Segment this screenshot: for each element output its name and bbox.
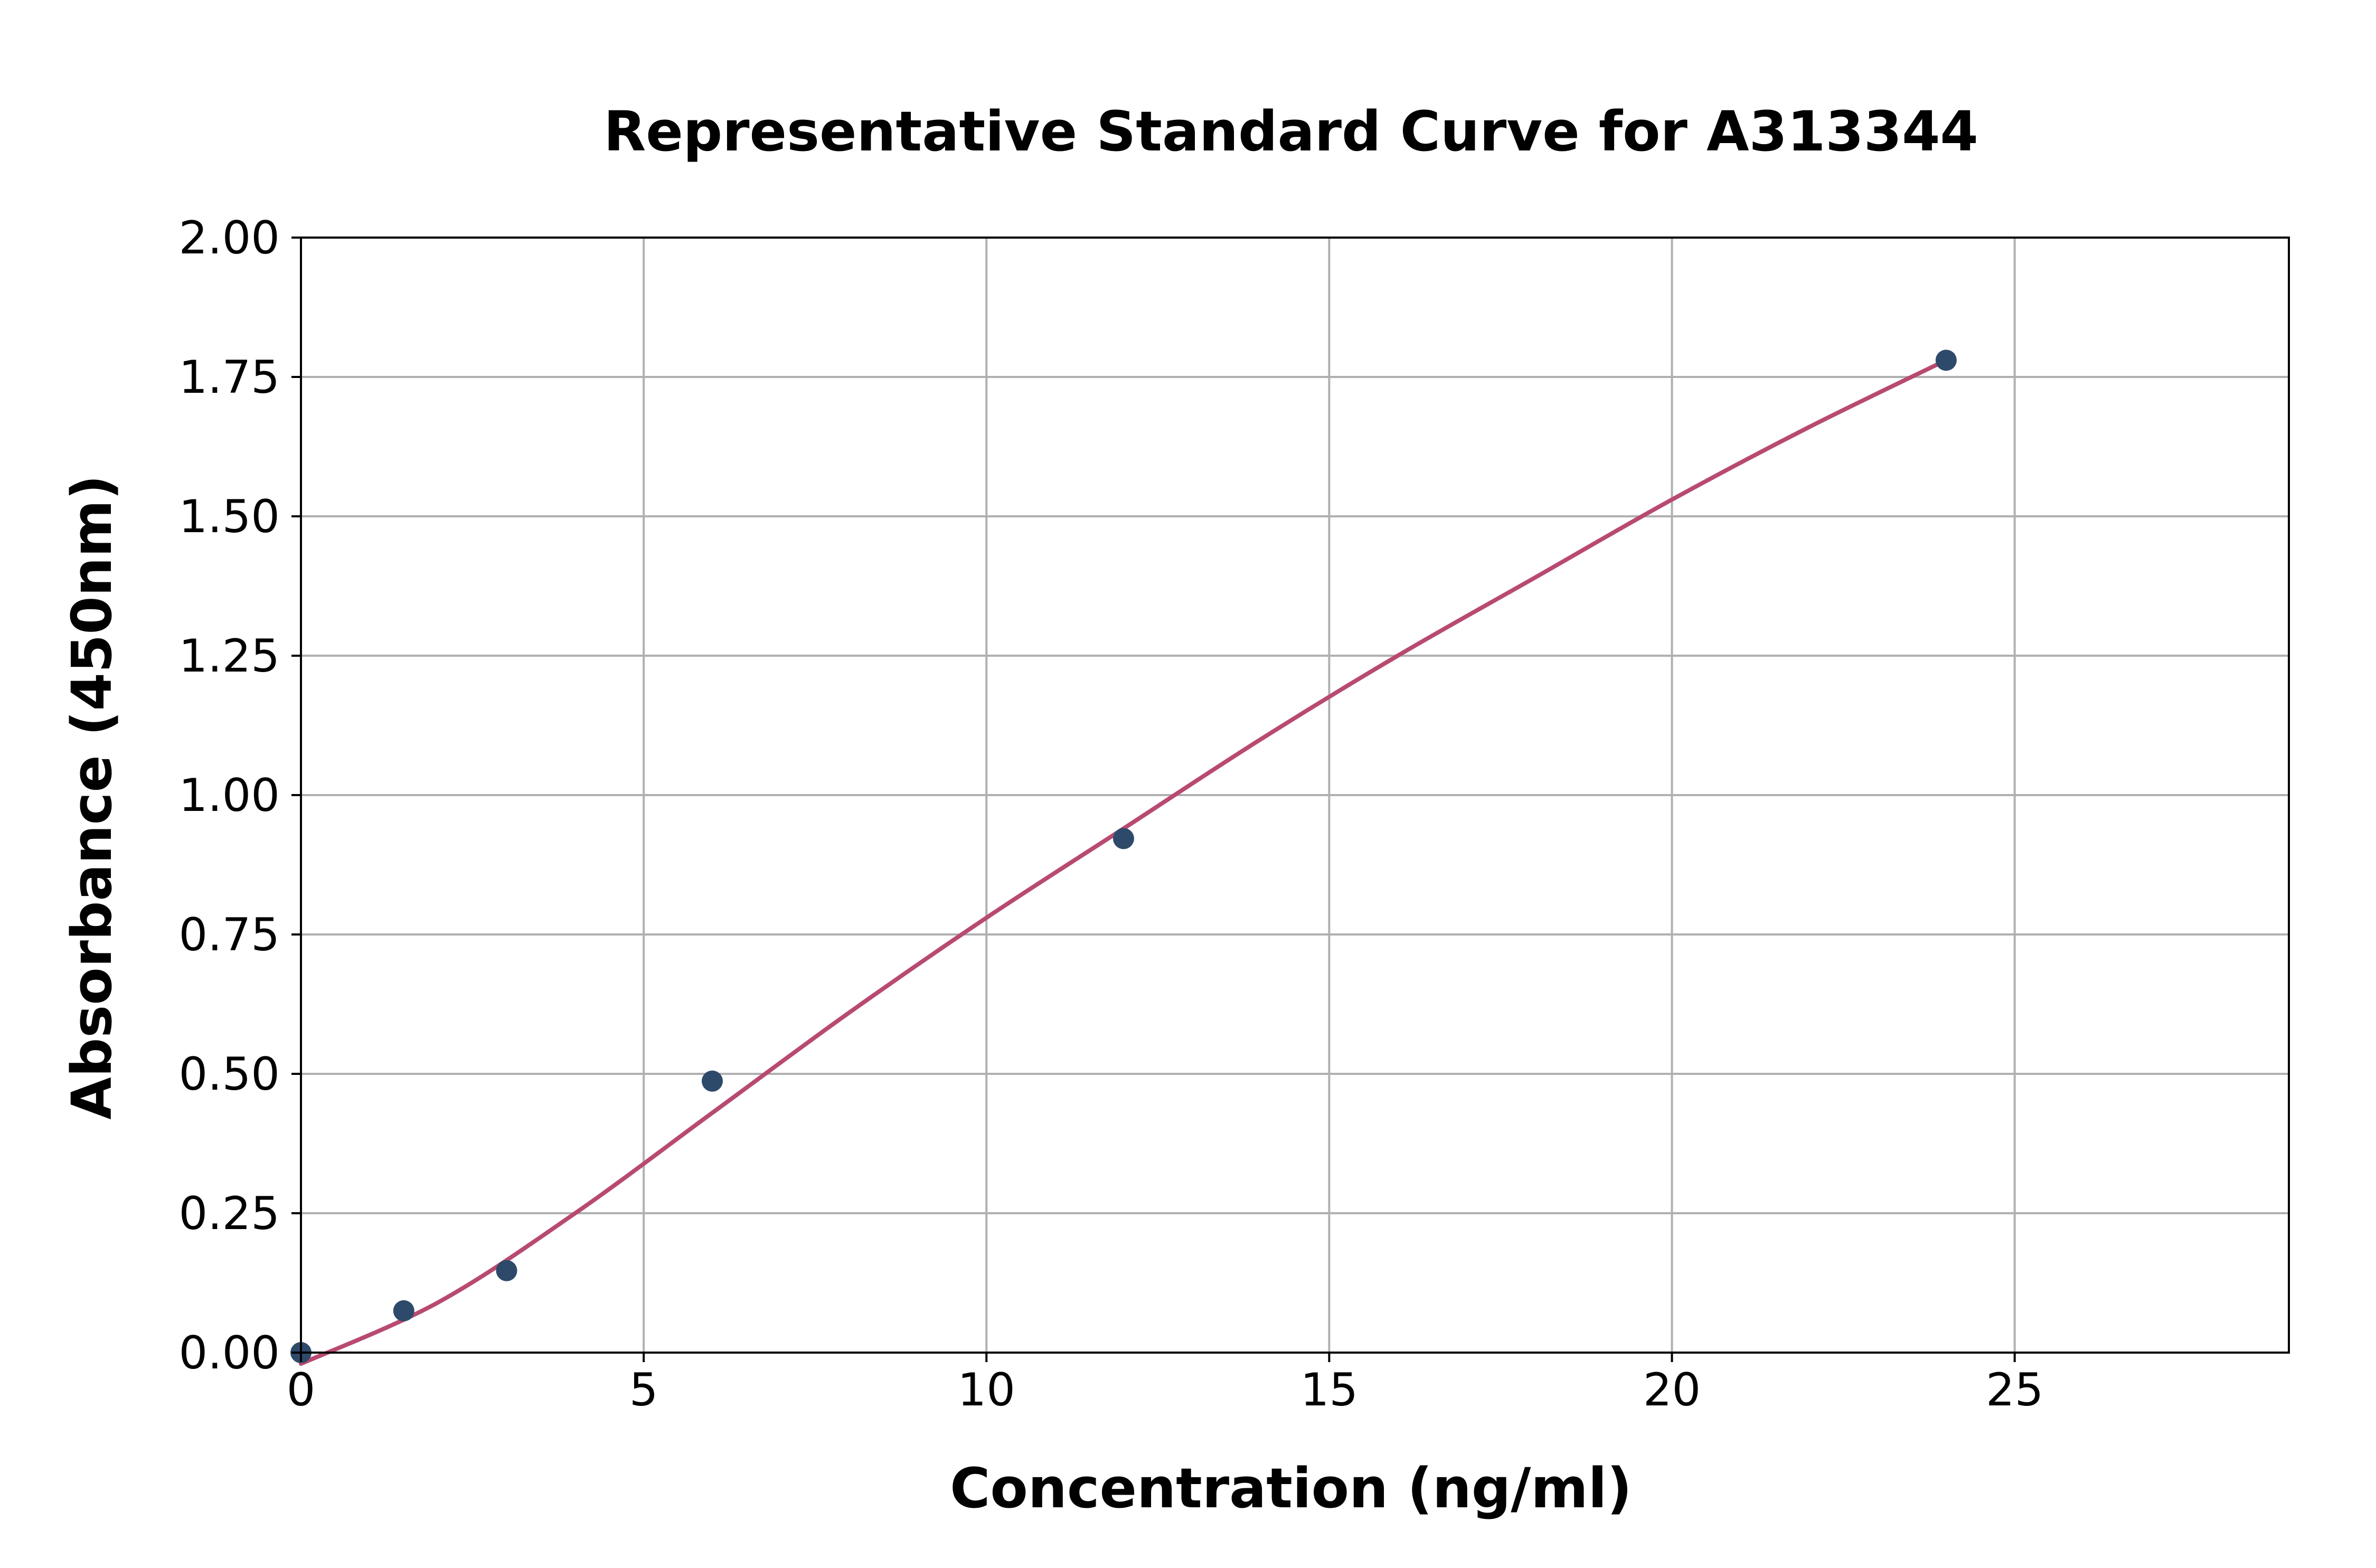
x-tick-label: 5 [629, 1364, 658, 1416]
data-point [496, 1260, 517, 1281]
y-tick-label: 2.00 [179, 212, 280, 265]
x-tick-label: 25 [1986, 1364, 2043, 1416]
x-axis-label: Concentration (ng/ml) [950, 1456, 1632, 1520]
grid-lines [300, 237, 2289, 1354]
x-tick-label: 10 [958, 1364, 1015, 1416]
y-tick-label: 1.75 [179, 351, 280, 404]
data-point [393, 1300, 414, 1321]
y-axis-ticks: 0.00 0.25 0.50 0.75 1.00 1.25 1.50 1.75 2.00 [179, 212, 301, 1380]
data-point [701, 1070, 723, 1092]
y-tick-label: 1.25 [179, 630, 280, 683]
x-tick-label: 0 [287, 1364, 316, 1416]
chart-title: Representative Standard Curve for A31334… [604, 99, 1978, 164]
y-axis-label: Absorbance (450nm) [60, 475, 124, 1119]
x-axis-ticks: 0 5 10 15 20 25 [287, 1353, 2043, 1416]
y-tick-label: 0.00 [179, 1327, 280, 1380]
y-tick-label: 0.25 [179, 1187, 280, 1240]
y-tick-label: 1.50 [179, 490, 280, 543]
data-points [290, 350, 1957, 1363]
x-tick-label: 20 [1643, 1364, 1701, 1416]
data-point [1112, 828, 1134, 849]
data-point [1935, 350, 1957, 371]
y-tick-label: 1.00 [179, 769, 280, 822]
y-tick-label: 0.50 [179, 1048, 280, 1101]
x-tick-label: 15 [1300, 1364, 1358, 1416]
y-tick-label: 0.75 [179, 909, 280, 961]
